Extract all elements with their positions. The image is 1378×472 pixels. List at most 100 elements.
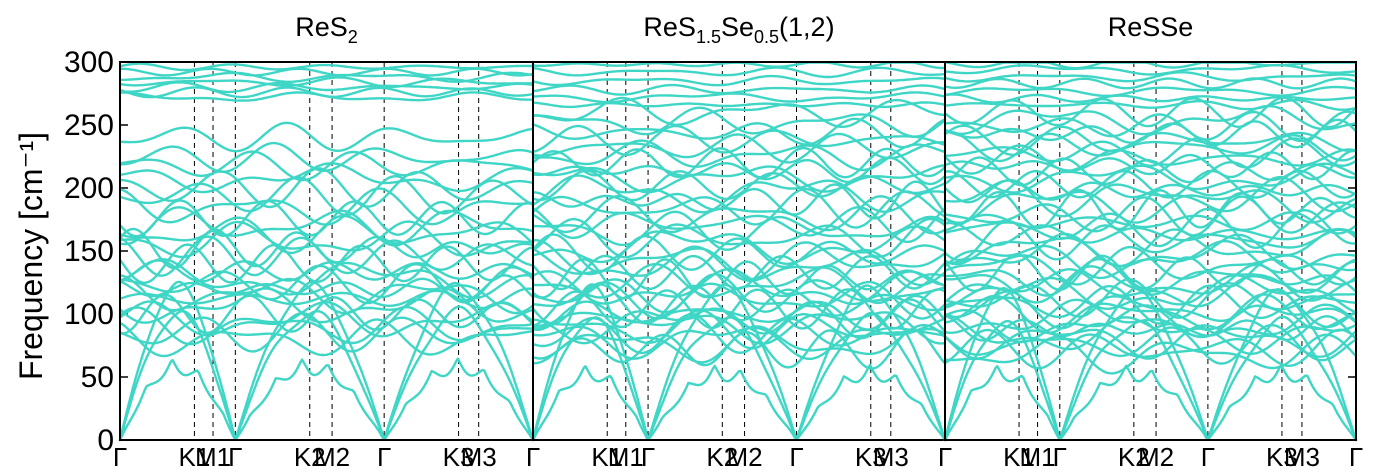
y-tick-label: 150 (64, 235, 114, 268)
phonon-band (118, 286, 535, 324)
panel-title: ReS2 (295, 12, 358, 47)
panel-frame (944, 61, 1357, 441)
phonon-band (531, 288, 947, 330)
y-tick-label: 100 (64, 298, 114, 331)
phonon-band (531, 74, 947, 87)
x-tick-label: M3 (873, 442, 909, 472)
phonon-band (531, 164, 947, 194)
panel-title: ReS1.5Se0.5(1,2) (643, 12, 834, 47)
phonon-band (118, 62, 535, 72)
phonon-band (531, 139, 947, 172)
x-tick-label: Γ (1349, 442, 1363, 472)
x-tick-label: K2 (1118, 442, 1150, 472)
phonon-band (118, 312, 535, 353)
phonon-band (531, 280, 947, 320)
phonon-band (118, 318, 535, 358)
phonon-band (118, 243, 535, 284)
y-tick-label: 0 (97, 424, 114, 457)
y-tick-label: 300 (64, 46, 114, 79)
phonon-band (118, 305, 535, 442)
phonon-band (943, 293, 1358, 334)
phonon-band (531, 91, 947, 104)
phonon-band (943, 130, 1358, 163)
phonon-band (943, 77, 1358, 90)
phonon-band (531, 187, 947, 229)
phonon-band (118, 150, 535, 182)
phonon-band (531, 206, 947, 243)
phonon-band (118, 258, 535, 300)
phonon-band (118, 162, 535, 194)
phonon-band (531, 217, 947, 259)
x-tick-label: M3 (461, 442, 497, 472)
x-tick-label: Γ (1201, 442, 1215, 472)
phonon-band (943, 93, 1358, 104)
phonon-band (531, 124, 947, 156)
x-tick-label: M3 (1284, 442, 1320, 472)
x-tick-label: K2 (294, 442, 326, 472)
phonon-band (531, 328, 947, 370)
x-tick-label: Γ (228, 442, 242, 472)
y-tick-label: 250 (64, 109, 114, 142)
phonon-band (943, 195, 1358, 237)
phonon-band (531, 117, 947, 149)
x-tick-label: Γ (1053, 442, 1067, 472)
x-tick-label: K3 (855, 442, 887, 472)
phonon-band (531, 83, 947, 96)
phonon-band (118, 67, 535, 77)
phonon-band (118, 175, 535, 217)
phonon-band (943, 323, 1358, 365)
x-tick-label: M2 (1138, 442, 1174, 472)
x-tick-label: M2 (727, 442, 763, 472)
phonon-band (531, 363, 947, 442)
phonon-band (118, 357, 535, 442)
x-tick-label: K3 (443, 442, 475, 472)
phonon-band (118, 300, 535, 338)
y-axis-label: Frequency [cm⁻¹] (13, 132, 49, 380)
phonon-band (943, 189, 1358, 224)
phonon-band (943, 98, 1358, 111)
phonon-band (943, 162, 1358, 194)
phonon-band (531, 273, 947, 314)
phonon-band (531, 310, 947, 345)
phonon-band (118, 293, 535, 335)
phonon-band (531, 258, 947, 300)
phonon-band (531, 294, 947, 331)
phonon-band (118, 287, 535, 310)
x-tick-label: Γ (789, 442, 803, 472)
x-tick-label: Γ (377, 442, 391, 472)
phonon-band (531, 174, 947, 214)
phonon-band (531, 194, 947, 235)
panel-title: ReSSe (1108, 12, 1194, 42)
phonon-band (943, 149, 1358, 181)
phonon-band (943, 71, 1358, 83)
phonon-band (118, 214, 535, 255)
phonon-band (118, 71, 535, 83)
x-tick-label: K1 (179, 442, 211, 472)
phonon-band (531, 245, 947, 287)
phonon-band (943, 328, 1358, 370)
phonon-band (531, 146, 947, 179)
phonon-band (943, 96, 1358, 129)
x-tick-label: K2 (706, 442, 738, 472)
phonon-band (531, 210, 947, 251)
x-tick-label: Γ (938, 442, 952, 472)
phonon-band (531, 263, 947, 305)
phonon-band (943, 298, 1358, 339)
phonon-band (943, 288, 1358, 330)
phonon-band (531, 267, 947, 306)
x-tick-label: K1 (591, 442, 623, 472)
x-tick-label: K1 (1003, 442, 1035, 472)
phonon-band (118, 206, 535, 247)
x-tick-label: M2 (314, 442, 350, 472)
phonon-band (531, 96, 947, 128)
phonon-band (943, 169, 1358, 199)
phonon-band (118, 81, 535, 94)
phonon-band (943, 221, 1358, 247)
phonon-band (943, 333, 1358, 375)
x-tick-label: Γ (526, 442, 540, 472)
phonon-band (943, 63, 1358, 76)
phonon-band (118, 274, 535, 315)
phonon-band (943, 85, 1358, 97)
phonon-band (118, 121, 535, 153)
